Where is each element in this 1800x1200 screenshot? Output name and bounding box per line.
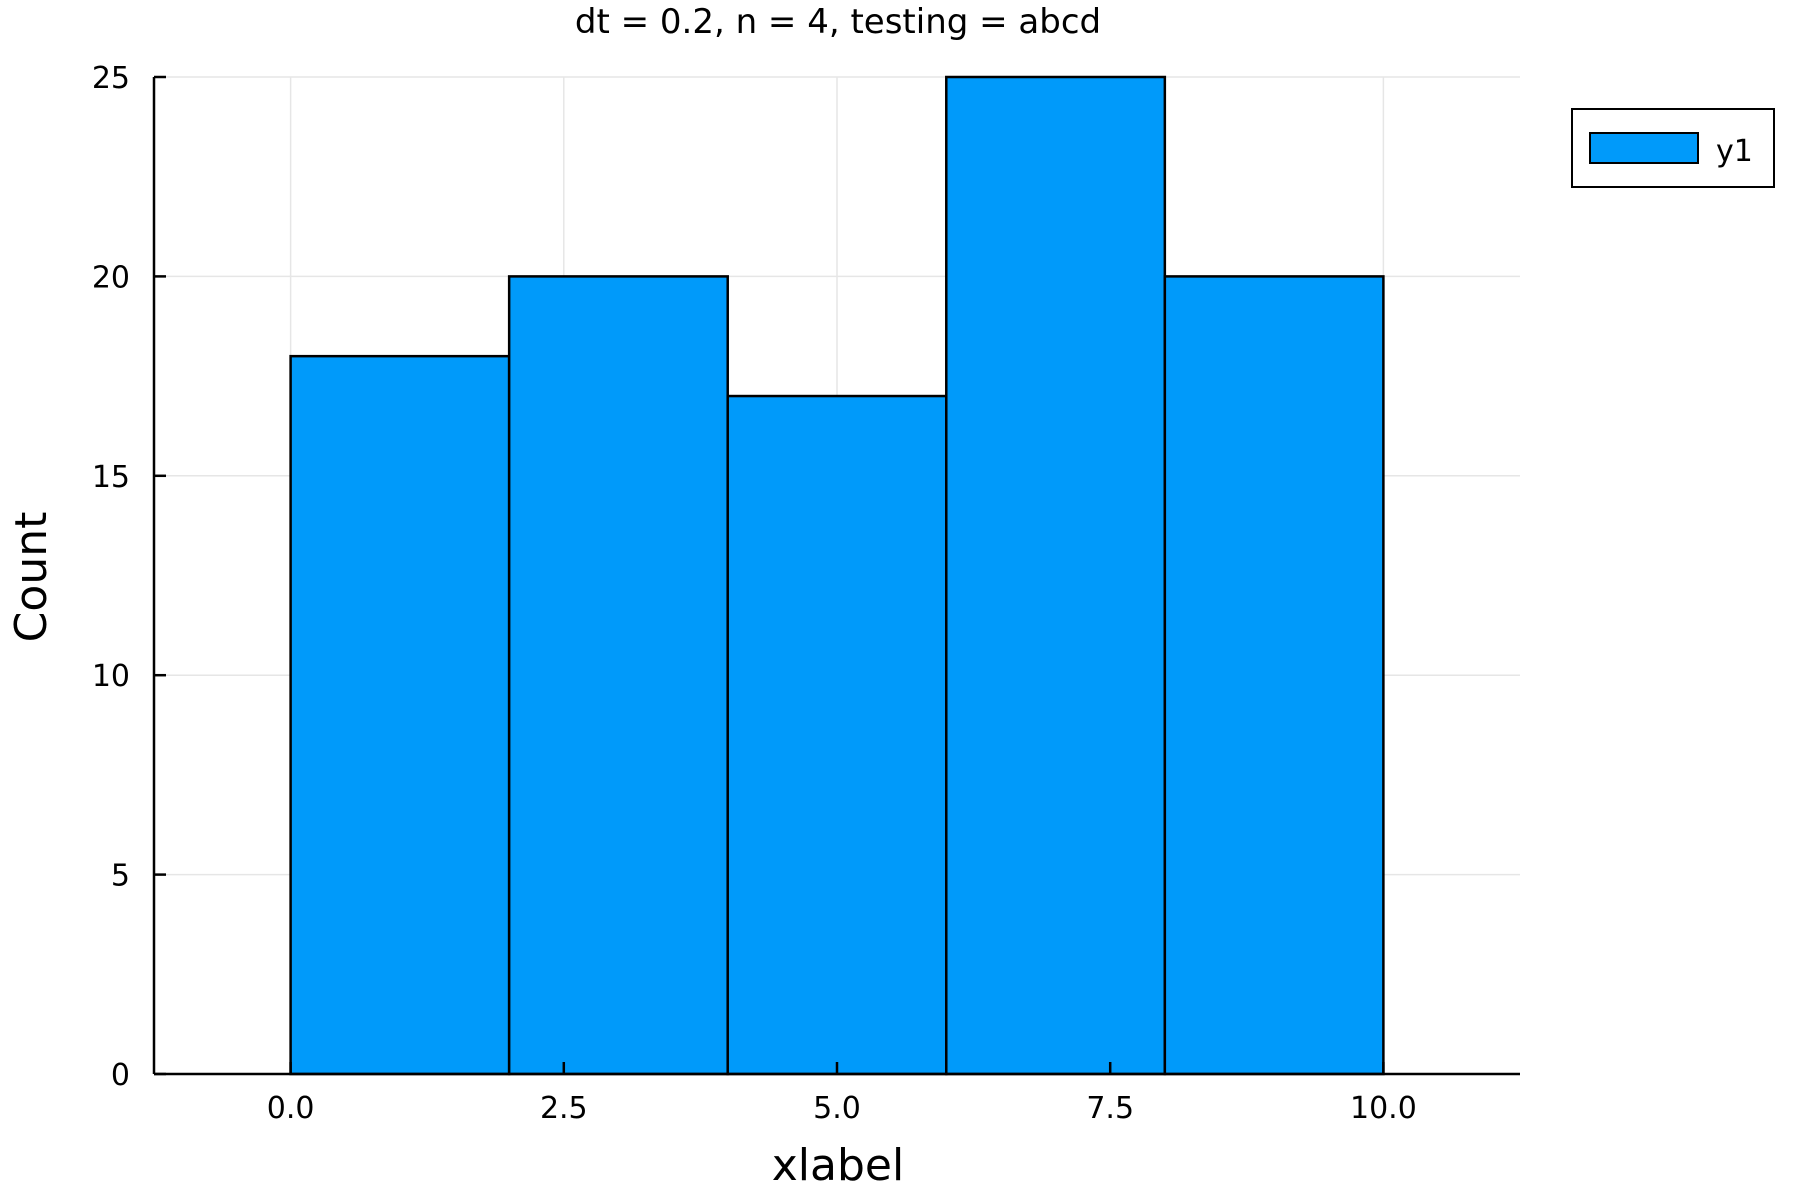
bar-3 <box>945 75 1167 1076</box>
y-tick-label-0: 0 <box>111 1058 130 1093</box>
bar-2 <box>726 394 948 1076</box>
legend-swatch-y1 <box>1589 132 1699 164</box>
x-tick-label-0: 0.0 <box>267 1091 315 1126</box>
bar-4 <box>1163 275 1385 1076</box>
y-tick-label-5: 25 <box>92 61 130 96</box>
y-tick-label-2: 10 <box>92 659 130 694</box>
legend-label-y1: y1 <box>1716 134 1753 169</box>
bars <box>289 75 1385 1076</box>
x-axis-label: xlabel <box>772 1140 904 1191</box>
chart-title: dt = 0.2, n = 4, testing = abcd <box>575 2 1101 42</box>
legend: y1 <box>1571 108 1775 188</box>
y-tick-label-4: 20 <box>92 260 130 295</box>
x-tick-label-2: 5.0 <box>813 1091 861 1126</box>
y-axis-label: Count <box>6 512 57 643</box>
x-tick-label-1: 2.5 <box>540 1091 588 1126</box>
y-tick-label-3: 15 <box>92 460 130 495</box>
x-tick-label-3: 7.5 <box>1086 1091 1134 1126</box>
bar-1 <box>507 275 729 1076</box>
x-axis-ticks: 0.0 2.5 5.0 7.5 10.0 <box>267 1062 1417 1126</box>
y-axis-ticks: 0 5 10 15 20 25 <box>92 61 166 1093</box>
bar-0 <box>289 354 511 1076</box>
y-tick-label-1: 5 <box>111 859 130 894</box>
x-tick-label-4: 10.0 <box>1350 1091 1417 1126</box>
